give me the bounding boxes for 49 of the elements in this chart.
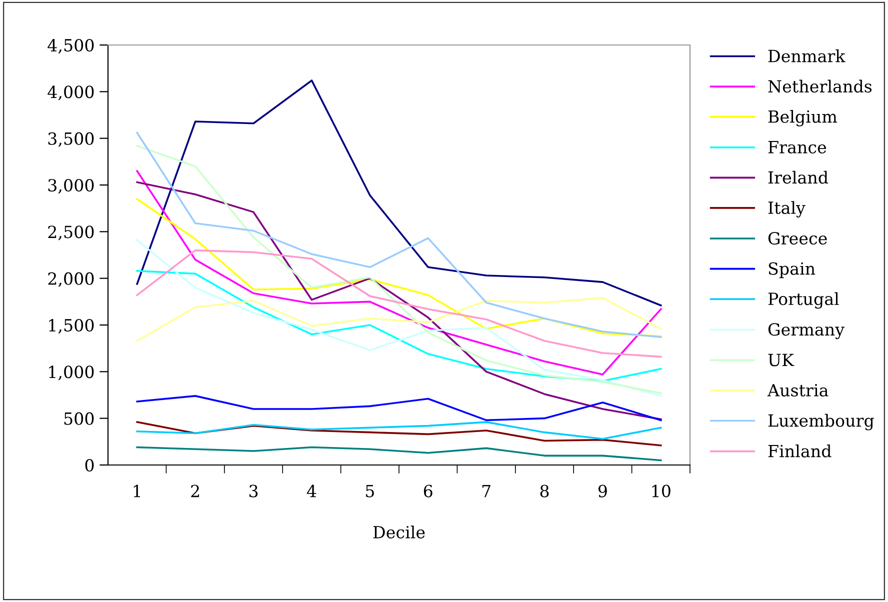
y-tick-label: 3,000 <box>48 178 94 194</box>
x-tick-label: 2 <box>191 484 199 498</box>
y-tick-label: 0 <box>85 458 94 472</box>
line-series <box>136 270 662 382</box>
y-tick-label: 2,500 <box>48 226 94 240</box>
legend-label: Belgium <box>768 110 838 126</box>
line-series <box>136 297 662 342</box>
legend-label: Luxembourg <box>768 414 874 430</box>
legend-label: Spain <box>768 262 816 278</box>
line-series <box>136 239 662 397</box>
x-tick-label: 3 <box>249 484 258 498</box>
line-series <box>136 249 662 358</box>
y-tick-label: 500 <box>64 412 94 425</box>
legend-label: France <box>768 141 826 154</box>
line-series <box>136 170 662 376</box>
x-tick-label: 1 <box>134 484 140 498</box>
legend-label: UK <box>768 354 794 366</box>
legend-label: Italy <box>768 201 806 218</box>
x-tick-label: 6 <box>424 484 432 498</box>
line-series <box>136 132 662 338</box>
legend-label: Greece <box>768 232 827 245</box>
legend-label: Austria <box>767 384 828 397</box>
y-tick-label: 4,500 <box>48 38 94 54</box>
legend-label: Portugal <box>768 292 839 309</box>
y-tick-label: 3,500 <box>48 132 94 147</box>
legend-label: Netherlands <box>768 80 872 93</box>
line-series <box>136 421 662 446</box>
x-axis-title: Decile <box>373 526 425 538</box>
line-series <box>136 181 662 420</box>
y-tick-label: 4,000 <box>48 86 94 100</box>
legend-label: Germany <box>768 323 844 340</box>
x-tick-label: 5 <box>366 484 374 498</box>
line-series <box>136 198 662 338</box>
x-tick-label: 9 <box>598 484 607 498</box>
line-series <box>136 80 662 306</box>
line-series <box>136 421 662 440</box>
x-tick-label: 8 <box>540 484 549 498</box>
legend-label: Denmark <box>768 49 846 62</box>
y-tick-label: 1,000 <box>49 366 94 380</box>
line-series <box>136 144 662 394</box>
y-tick-label: 2,000 <box>48 272 94 287</box>
legend-label: Finland <box>768 444 832 458</box>
x-tick-label: 4 <box>306 484 316 498</box>
line-series <box>136 446 662 462</box>
x-tick-label: 7 <box>482 484 490 498</box>
legend-label: Ireland <box>768 170 828 184</box>
y-tick-label: 1,500 <box>49 318 94 334</box>
x-tick-label: 10 <box>652 484 670 498</box>
line-series <box>136 395 662 422</box>
